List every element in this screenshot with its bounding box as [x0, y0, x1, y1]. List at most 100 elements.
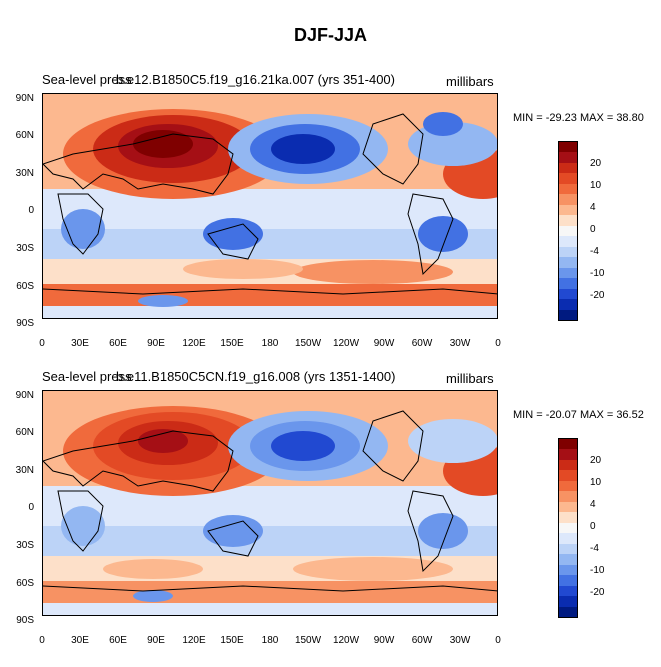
colorbar-label: -20 [590, 290, 605, 301]
colorbar-swatch [559, 512, 577, 523]
x-tick-label: 60E [109, 338, 127, 349]
colorbar-swatch [559, 215, 577, 226]
x-tick-label: 120W [332, 635, 360, 646]
x-tick-label: 60W [411, 338, 433, 349]
y-tick-label: 0 [28, 205, 34, 216]
colorbar-swatch [559, 152, 577, 163]
y-tick-label: 30S [16, 243, 34, 254]
colorbar-swatch [559, 564, 577, 576]
y-tick-label: 30N [15, 168, 34, 179]
y-tick-label: 0 [28, 502, 34, 513]
colorbar-swatch [559, 575, 577, 586]
colorbar-label: 0 [590, 521, 596, 532]
map-plot [42, 390, 498, 616]
x-tick-label: 60E [109, 635, 127, 646]
colorbar-swatch [559, 309, 577, 320]
colorbar-swatch [559, 533, 577, 544]
colorbar [558, 438, 578, 618]
colorbar-swatch [559, 225, 577, 237]
colorbar-swatch [559, 299, 577, 310]
panel-title-variable: Sea-level press [42, 369, 132, 384]
y-tick-label: 30N [15, 465, 34, 476]
x-tick-label: 180 [261, 635, 279, 646]
colorbar-swatch [559, 267, 577, 279]
colorbar-swatch [559, 194, 577, 205]
colorbar-swatch [559, 246, 577, 258]
map-panel-1: Sea-level press b.e12.B1850C5.f19_g16.21… [0, 70, 661, 370]
colorbar-swatch [559, 491, 577, 502]
panel-title-case: b.e12.B1850C5.f19_g16.21ka.007 (yrs 351-… [116, 72, 395, 87]
min-max-label: MIN = -20.07 MAX = 36.52 [513, 409, 644, 421]
colorbar-swatch [559, 480, 577, 492]
colorbar-swatch [559, 543, 577, 555]
x-tick-label: 90W [373, 635, 395, 646]
panel-title: Sea-level press b.e11.B1850C5CN.f19_g16.… [42, 369, 395, 384]
y-tick-label: 30S [16, 540, 34, 551]
colorbar-swatch [559, 173, 577, 184]
colorbar-swatch [559, 596, 577, 607]
x-tick-label: 150E [220, 338, 244, 349]
colorbar-swatch [559, 142, 577, 153]
colorbar-swatch [559, 257, 577, 268]
x-tick-label: 90E [147, 635, 165, 646]
map-plot [42, 93, 498, 319]
panel-title-variable: Sea-level press [42, 72, 132, 87]
y-tick-label: 90N [15, 93, 34, 104]
colorbar-label: 10 [590, 180, 602, 191]
colorbar-label: 20 [590, 158, 602, 169]
x-tick-label: 90E [147, 338, 165, 349]
y-tick-label: 60S [16, 578, 34, 589]
colorbar-swatch [559, 278, 577, 289]
y-tick-label: 60N [15, 130, 34, 141]
colorbar-swatch [559, 522, 577, 534]
colorbar-swatch [559, 162, 577, 174]
colorbar-swatch [559, 501, 577, 513]
x-tick-label: 150W [294, 635, 322, 646]
colorbar-swatch [559, 449, 577, 460]
colorbar-swatch [559, 606, 577, 617]
colorbar-swatch [559, 585, 577, 597]
x-tick-label: 60W [411, 635, 433, 646]
colorbar-swatch [559, 439, 577, 450]
contour-map [43, 94, 497, 318]
y-tick-label: 60N [15, 427, 34, 438]
colorbar-label: -10 [590, 268, 605, 279]
x-tick-label: 0 [495, 635, 501, 646]
colorbar-label: -10 [590, 565, 605, 576]
min-max-label: MIN = -29.23 MAX = 38.80 [513, 112, 644, 124]
colorbar [558, 141, 578, 321]
colorbar-label: -4 [590, 246, 599, 257]
colorbar-label: 20 [590, 455, 602, 466]
y-tick-label: 60S [16, 281, 34, 292]
x-tick-label: 30W [449, 338, 471, 349]
x-tick-label: 0 [39, 635, 45, 646]
x-tick-label: 150E [220, 635, 244, 646]
colorbar-swatch [559, 470, 577, 481]
colorbar-swatch [559, 236, 577, 247]
colorbar-label: -4 [590, 543, 599, 554]
map-panel-2: Sea-level press b.e11.B1850C5CN.f19_g16.… [0, 367, 661, 667]
y-tick-label: 90S [16, 615, 34, 626]
colorbar-label: -20 [590, 587, 605, 598]
x-tick-label: 120E [182, 338, 206, 349]
x-tick-label: 0 [495, 338, 501, 349]
contour-map [43, 391, 497, 615]
x-tick-label: 120W [332, 338, 360, 349]
units-label: millibars [446, 371, 494, 386]
y-tick-label: 90S [16, 318, 34, 329]
colorbar-label: 0 [590, 224, 596, 235]
colorbar-swatch [559, 183, 577, 195]
x-tick-label: 150W [294, 338, 322, 349]
colorbar-swatch [559, 288, 577, 300]
colorbar-label: 4 [590, 202, 596, 213]
panel-title: Sea-level press b.e12.B1850C5.f19_g16.21… [42, 72, 395, 87]
x-tick-label: 90W [373, 338, 395, 349]
colorbar-swatch [559, 204, 577, 216]
colorbar-swatch [559, 554, 577, 565]
x-tick-label: 30E [71, 338, 89, 349]
x-tick-label: 180 [261, 338, 279, 349]
x-tick-label: 30E [71, 635, 89, 646]
colorbar-swatch [559, 459, 577, 471]
units-label: millibars [446, 74, 494, 89]
x-tick-label: 30W [449, 635, 471, 646]
